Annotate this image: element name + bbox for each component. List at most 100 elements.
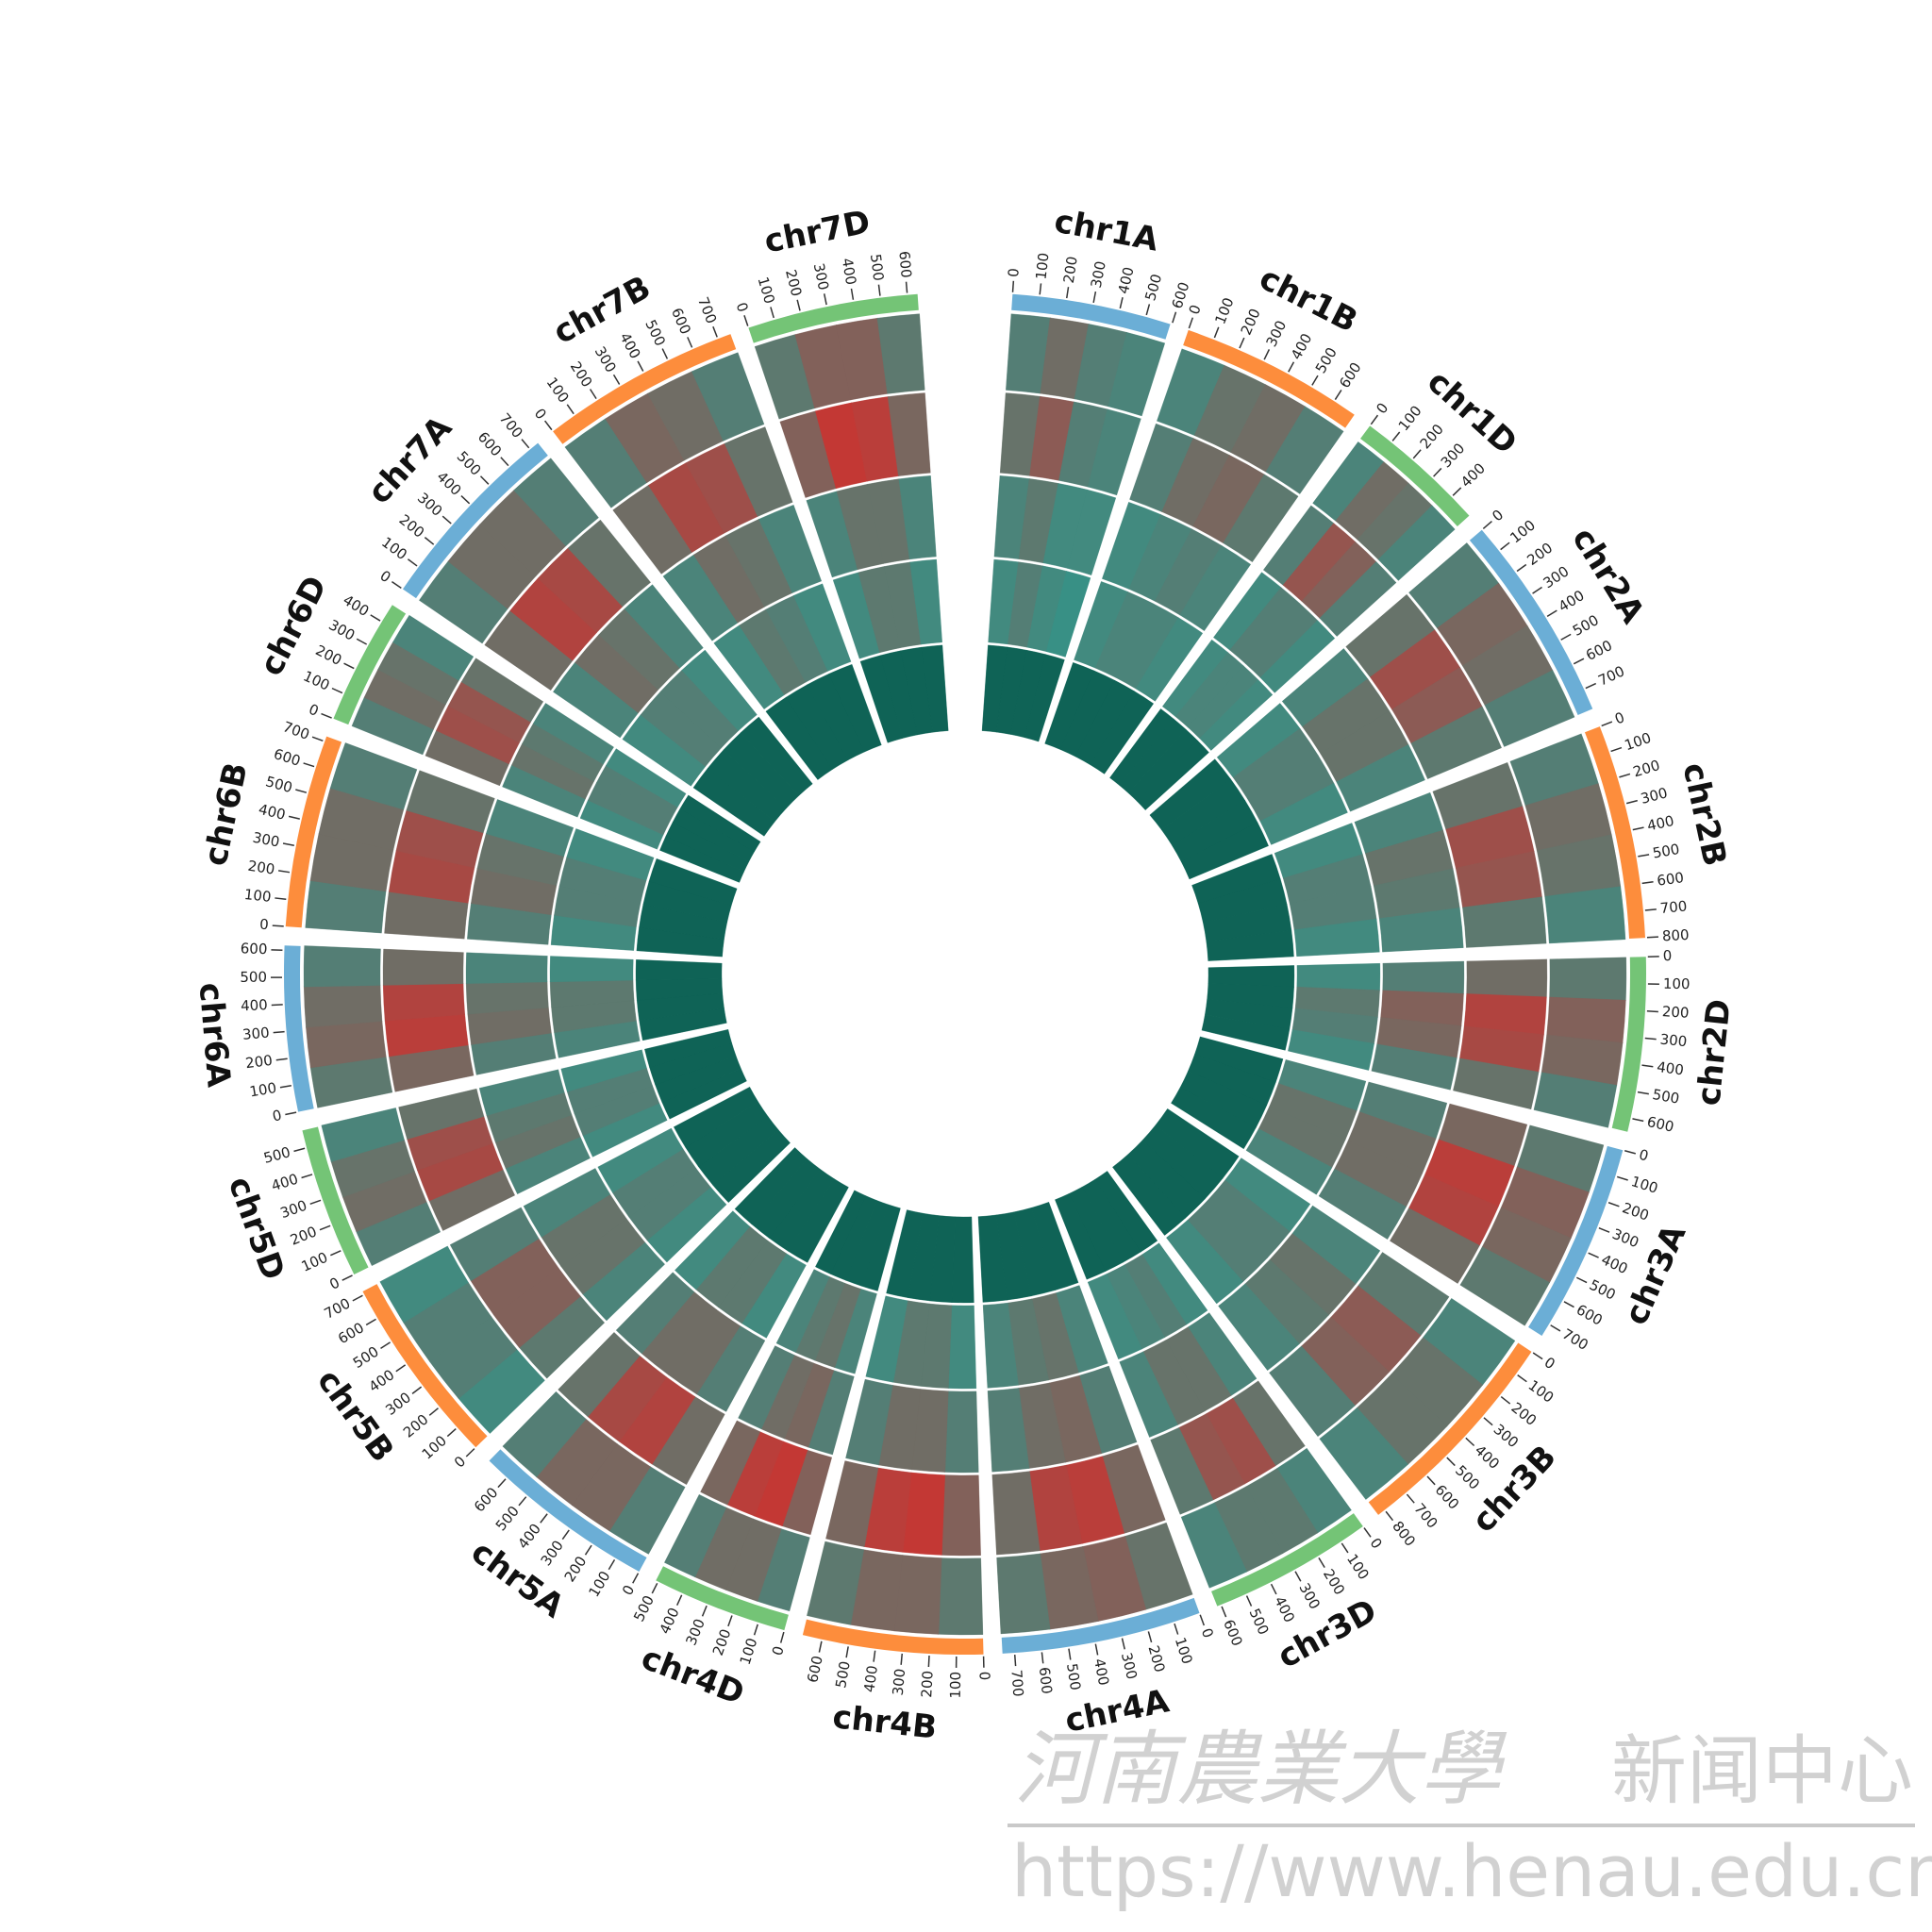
tick-label: 400 (241, 996, 268, 1014)
tick-label: 200 (1320, 1566, 1348, 1598)
tick-label: 0 (1005, 268, 1023, 278)
tick-label: 500 (264, 773, 294, 796)
chromosome-band (402, 442, 548, 599)
heatmap-cell (675, 1210, 751, 1291)
tick-mark (278, 870, 291, 874)
tick-mark (1619, 773, 1631, 778)
tick-mark (370, 614, 381, 622)
tick-label: 100 (243, 886, 272, 906)
tick-label: 500 (1245, 1606, 1272, 1638)
tick-mark (330, 1250, 341, 1257)
tick-mark (1433, 467, 1442, 477)
tick-mark (1532, 1352, 1543, 1360)
tick-label: 400 (366, 1366, 398, 1395)
tick-mark (1041, 1652, 1044, 1664)
tick-mark (460, 495, 471, 505)
heatmap-cell (644, 1029, 732, 1068)
heatmap-cell (1462, 896, 1547, 948)
heatmap-cell (1466, 958, 1548, 998)
chromosome-name: chr2D (1690, 997, 1739, 1108)
tick-label: 100 (1211, 295, 1237, 326)
heatmap-cell (1293, 918, 1380, 957)
chromosome-band (553, 334, 737, 444)
tick-label: 200 (1144, 1643, 1168, 1674)
tick-mark (1637, 1091, 1649, 1095)
heatmap-cell (1218, 1283, 1300, 1372)
heatmap-cell (700, 1420, 761, 1506)
tick-label: 0 (1663, 947, 1673, 964)
tick-label: 300 (414, 490, 445, 520)
chromosome-band (1469, 529, 1593, 716)
tick-mark (272, 924, 284, 927)
tick-mark (497, 1478, 507, 1489)
tick-label: 700 (322, 1294, 354, 1322)
tick-mark (900, 1653, 904, 1665)
heatmap-cell (1318, 1168, 1407, 1240)
tick-label: 700 (694, 294, 720, 325)
heatmap-cell (1135, 617, 1204, 702)
tick-label: 400 (1288, 330, 1315, 362)
heatmap-cell (1265, 406, 1344, 494)
tick-label: 700 (496, 409, 526, 441)
tick-label: 500 (240, 969, 267, 986)
tick-label: 400 (616, 330, 643, 362)
heatmap-cell (1055, 1193, 1106, 1280)
heatmap-cell (1410, 706, 1502, 779)
tick-label: 300 (1610, 1225, 1641, 1251)
heatmap-cell (1245, 1128, 1333, 1195)
watermark-url: https://www.henau.edu.cn (1011, 1829, 1932, 1913)
heatmap-cell (392, 614, 475, 681)
tick-mark (319, 1224, 331, 1231)
heatmap-cell (1045, 571, 1091, 658)
heatmap-cell (1108, 332, 1166, 417)
tick-mark (701, 1605, 708, 1617)
heatmap-cell (1269, 1345, 1356, 1438)
tick-label: 700 (1595, 662, 1627, 689)
chromosome-band (489, 1449, 647, 1572)
tick-label: 400 (1556, 587, 1588, 615)
chromosome-name: chr1D (1420, 363, 1524, 462)
tick-mark (1550, 1324, 1561, 1332)
tick-label: 100 (1663, 975, 1690, 992)
tick-mark (905, 281, 908, 293)
heatmap-cell (724, 426, 793, 517)
heatmap-cell (615, 1272, 695, 1355)
tick-mark (1516, 563, 1527, 573)
heatmap-cell (478, 1069, 565, 1116)
tick-mark (282, 842, 294, 847)
heatmap-cell (1549, 957, 1627, 1001)
heatmap-cell (738, 1345, 795, 1430)
tick-mark (428, 1407, 439, 1416)
tick-mark (1039, 283, 1042, 295)
tick-mark (1311, 375, 1319, 386)
tick-label: 0 (769, 1644, 788, 1657)
tick-mark (1465, 1437, 1475, 1447)
tick-mark (1607, 1202, 1620, 1208)
tick-mark (1546, 609, 1557, 618)
tick-mark (1575, 1276, 1588, 1284)
heatmap-cell (532, 703, 614, 765)
tick-mark (1646, 1010, 1658, 1013)
tick-label: 200 (1508, 1399, 1541, 1429)
chromosome-band (302, 1126, 369, 1275)
tick-label: 300 (682, 1616, 708, 1647)
tick-label: 500 (350, 1343, 382, 1373)
tick-mark (544, 420, 553, 431)
heatmap-cell (465, 952, 548, 984)
tick-label: 600 (272, 745, 303, 770)
heatmap-cell (1201, 1014, 1291, 1051)
heatmap-cell (947, 1305, 977, 1390)
tick-mark (424, 537, 435, 545)
tick-label: 100 (419, 1432, 450, 1463)
tick-label: 500 (1063, 1662, 1084, 1691)
heatmap-cell (398, 1088, 485, 1140)
tick-label: 400 (270, 1171, 301, 1195)
tick-mark (1624, 1150, 1637, 1155)
tick-label: 200 (918, 1670, 936, 1698)
tick-mark (727, 1615, 733, 1627)
tick-mark (518, 1496, 527, 1507)
tick-label: 300 (1639, 784, 1669, 808)
tick-label: 700 (1008, 1669, 1026, 1697)
